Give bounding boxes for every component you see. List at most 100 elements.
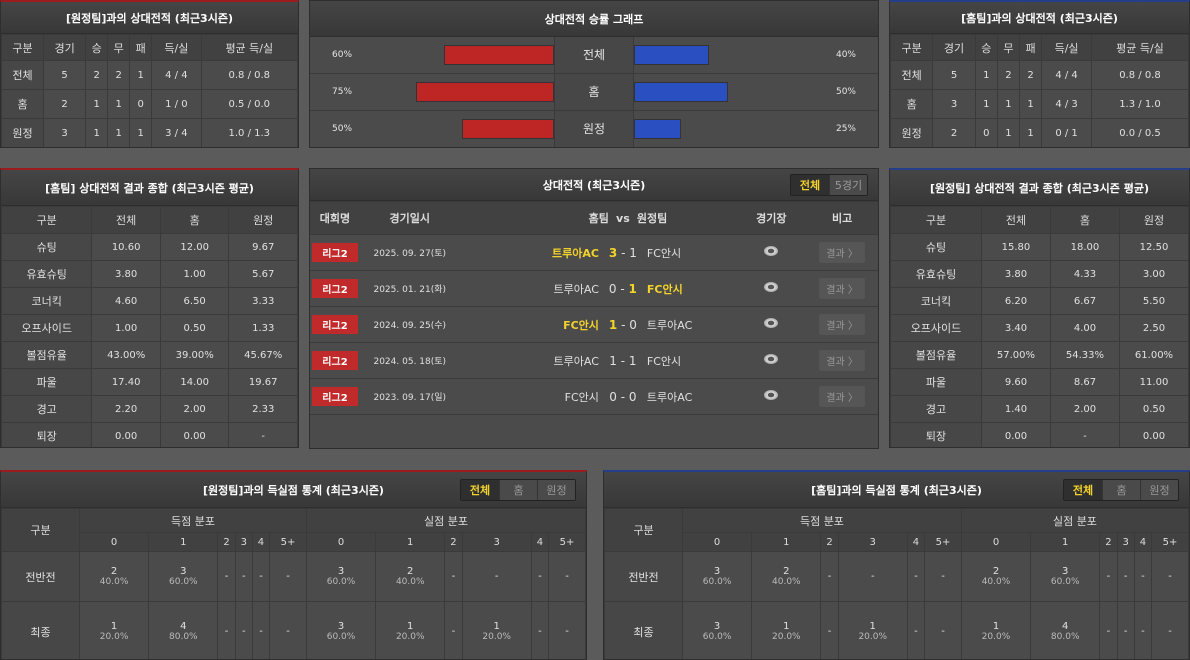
- tab-전체[interactable]: 전체: [791, 174, 829, 195]
- result-button[interactable]: 결과 〉: [819, 350, 865, 371]
- tab-홈[interactable]: 홈: [499, 479, 537, 500]
- away-team[interactable]: FC안시: [646, 282, 683, 296]
- column-header: 경기: [43, 34, 87, 61]
- right-percent: 50%: [835, 87, 856, 97]
- result-button[interactable]: 결과 〉: [819, 386, 865, 407]
- match-row[interactable]: 리그2 2023. 09. 17(일) FC안시 0 - 0 트루아AC 결과 〉: [310, 379, 878, 415]
- note-cell: 결과 〉: [806, 307, 878, 343]
- away-team[interactable]: 트루아AC: [646, 390, 693, 404]
- goal-percent: 20.0%: [981, 632, 1011, 642]
- tab-5경기[interactable]: 5경기: [829, 174, 867, 195]
- home-team[interactable]: FC안시: [563, 318, 599, 332]
- league-badge: 리그2: [311, 243, 358, 262]
- home-team[interactable]: 트루아AC: [553, 282, 599, 296]
- home-team[interactable]: 트루아AC: [553, 354, 599, 368]
- note-cell: 결과 〉: [806, 379, 878, 415]
- match-row[interactable]: 리그2 2024. 09. 25(수) FC안시 1 - 0 트루아AC 결과 〉: [310, 307, 878, 343]
- away-score: 1: [628, 353, 637, 368]
- scored-header: 득점 분포: [79, 508, 307, 533]
- goal-percent: 20.0%: [772, 632, 801, 642]
- home-score: 0: [609, 389, 617, 404]
- cell-value: 5.67: [228, 260, 298, 288]
- home-team[interactable]: FC안시: [564, 390, 599, 404]
- cell-value: 0.8 / 0.8: [1090, 60, 1189, 90]
- away-team[interactable]: 트루아AC: [646, 318, 693, 332]
- goal-count: 1: [110, 621, 118, 632]
- goal-count: 3: [337, 621, 345, 632]
- result-button[interactable]: 결과 〉: [819, 314, 865, 335]
- goal-cell: -: [269, 601, 307, 659]
- cell-value: 1: [1019, 89, 1043, 119]
- venue-cell: [737, 235, 807, 271]
- cell-value: 4 / 3: [1041, 89, 1092, 119]
- cell-value: 0: [129, 89, 153, 119]
- cell-value: 0 / 1: [1041, 118, 1092, 147]
- goal-cell: -: [548, 551, 586, 602]
- panel-title: [홈팀]과의 상대전적 (최근3시즌): [890, 2, 1189, 34]
- column-header: 전체: [980, 206, 1051, 234]
- stadium-icon[interactable]: [764, 246, 779, 256]
- goal-cell: 2 40.0%: [78, 551, 150, 602]
- cell-value: 1: [85, 118, 109, 147]
- home-team[interactable]: 트루아AC: [551, 246, 599, 260]
- table-row: 오프사이드 3.40 4.00 2.50: [890, 314, 1189, 342]
- stadium-icon[interactable]: [764, 282, 779, 292]
- goal-cell: -: [444, 551, 463, 602]
- goal-cell: 1 20.0%: [375, 601, 446, 659]
- goal-count: -: [538, 571, 542, 582]
- bucket-header: 2: [1099, 532, 1118, 552]
- match-row[interactable]: 리그2 2024. 05. 18(토) 트루아AC 1 - 1 FC안시 결과 〉: [310, 343, 878, 379]
- tab-전체[interactable]: 전체: [1064, 479, 1102, 500]
- venue-cell: [737, 307, 807, 343]
- score: 0 - 0: [609, 389, 637, 404]
- cell-value: 1: [996, 118, 1021, 147]
- goal-percent: 20.0%: [858, 632, 888, 642]
- goal-count: -: [1123, 626, 1128, 637]
- cell-value: 0.0 / 0.5: [1090, 118, 1189, 147]
- stadium-icon[interactable]: [764, 390, 779, 400]
- tab-원정[interactable]: 원정: [537, 479, 575, 500]
- result-button[interactable]: 결과 〉: [819, 278, 865, 299]
- row-label: 볼점유율: [1, 341, 93, 369]
- away-score: 1: [629, 245, 637, 260]
- column-header-league: 대회명: [310, 201, 360, 235]
- row-label: 코너킥: [1, 287, 93, 315]
- goal-percent: 40.0%: [981, 577, 1011, 587]
- row-label: 홈: [890, 89, 934, 119]
- goal-count: -: [1168, 571, 1172, 582]
- goal-count: -: [565, 626, 569, 637]
- goal-count: 4: [180, 621, 187, 632]
- stadium-icon[interactable]: [764, 354, 779, 364]
- match-row[interactable]: 리그2 2025. 09. 27(토) 트루아AC 3 - 1 FC안시 결과 〉: [310, 235, 878, 271]
- table-row: 오프사이드 1.00 0.50 1.33: [1, 314, 298, 342]
- tab-group: 전체 5경기: [790, 173, 868, 196]
- goal-cell: -: [234, 551, 253, 602]
- goal-cell: -: [234, 601, 253, 659]
- goal-count: 3: [180, 566, 187, 577]
- match-row[interactable]: 리그2 2025. 01. 21(화) 트루아AC 0 - 1 FC안시 결과 〉: [310, 271, 878, 307]
- tab-홈[interactable]: 홈: [1102, 479, 1140, 500]
- venue-cell: [737, 379, 807, 415]
- row-label: 오프사이드: [1, 314, 93, 342]
- goal-cell: -: [444, 601, 463, 659]
- column-header-home: 홈팀: [459, 201, 609, 235]
- away-team[interactable]: FC안시: [646, 246, 682, 260]
- panel-title: 상대전적 (최근3시즌): [542, 178, 646, 192]
- goal-count: -: [914, 626, 918, 637]
- tab-원정[interactable]: 원정: [1140, 479, 1178, 500]
- cell-value: 1.33: [228, 314, 298, 342]
- stadium-icon[interactable]: [764, 318, 779, 328]
- tab-전체[interactable]: 전체: [461, 479, 499, 500]
- header-row: 구분 득점 분포 실점 분포: [604, 508, 1189, 552]
- league-cell: 리그2: [310, 307, 360, 343]
- result-button[interactable]: 결과 〉: [819, 242, 865, 263]
- column-header: 원정: [1118, 206, 1189, 234]
- column-header: 패: [129, 34, 153, 61]
- goal-cell: 2 40.0%: [751, 551, 822, 602]
- bucket-header: 1: [375, 532, 446, 552]
- bucket-header: 2: [820, 532, 839, 552]
- row-label: 최종: [604, 601, 683, 659]
- row-label: 볼점유율: [890, 341, 982, 369]
- goal-percent: 60.0%: [326, 577, 356, 587]
- away-team[interactable]: FC안시: [646, 354, 682, 368]
